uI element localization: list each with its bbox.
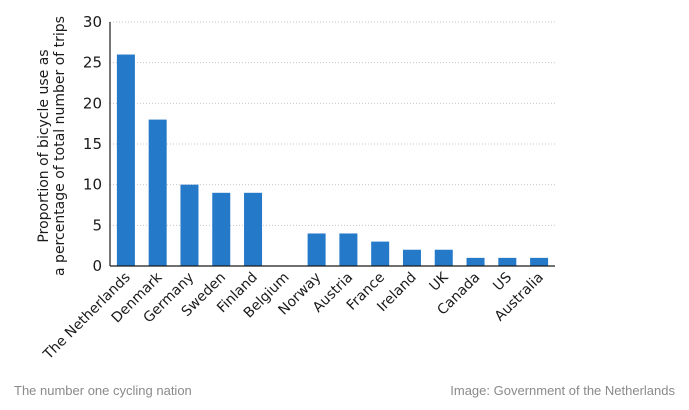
footer-credit: Image: Government of the Netherlands: [450, 383, 675, 398]
bar-sweden: [212, 192, 231, 266]
bar-us: [498, 257, 517, 266]
bar-ireland: [402, 249, 421, 266]
y-axis-title-line-1: Proportion of bicycle use as: [36, 49, 52, 242]
axes: [109, 22, 555, 267]
bar-france: [371, 241, 390, 266]
bar-germany: [180, 184, 199, 266]
y-tick-10: 10: [83, 176, 102, 194]
bar-austria: [339, 233, 358, 266]
y-tick-15: 15: [83, 135, 102, 153]
footer-caption: The number one cycling nation: [14, 383, 192, 398]
bar-the-netherlands: [116, 54, 135, 267]
y-tick-20: 20: [83, 94, 102, 112]
y-tick-0: 0: [92, 257, 102, 275]
bar-finland: [244, 192, 263, 266]
y-tick-5: 5: [92, 216, 102, 234]
bar-australia: [530, 257, 549, 266]
bar-uk: [434, 249, 453, 266]
bar-denmark: [148, 119, 167, 266]
y-tick-labels: 0 5 10 15 20 25 30: [83, 13, 102, 275]
gridlines: [110, 21, 555, 226]
y-tick-25: 25: [83, 54, 102, 72]
y-tick-30: 30: [83, 13, 102, 31]
x-category-labels: The NetherlandsDenmarkGermanySwedenFinla…: [40, 269, 547, 364]
y-axis-title-line-2: a percentage of total number of trips: [52, 16, 68, 276]
bar-norway: [307, 233, 326, 266]
bars: [116, 54, 549, 267]
bar-canada: [466, 257, 485, 266]
x-label-us: US: [490, 269, 515, 294]
x-label-uk: UK: [427, 269, 453, 295]
